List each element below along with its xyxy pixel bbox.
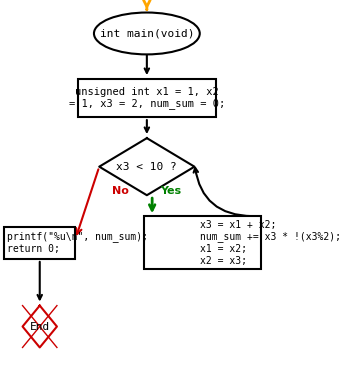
Polygon shape (23, 306, 57, 347)
FancyBboxPatch shape (78, 79, 215, 117)
FancyBboxPatch shape (144, 216, 261, 270)
Text: int main(void): int main(void) (100, 28, 194, 38)
FancyBboxPatch shape (4, 227, 76, 259)
Text: x3 < 10 ?: x3 < 10 ? (117, 162, 177, 172)
Text: End: End (30, 321, 50, 331)
Text: unsigned int x1 = 1, x2
= 1, x3 = 2, num_sum = 0;: unsigned int x1 = 1, x2 = 1, x3 = 2, num… (69, 87, 225, 109)
Text: No: No (112, 186, 129, 196)
Text: printf("%u\n", num_sum);
return 0;: printf("%u\n", num_sum); return 0; (7, 231, 148, 254)
Ellipse shape (94, 13, 200, 54)
Text: x3 = x1 + x2;
num_sum += x3 * !(x3%2);
x1 = x2;
x2 = x3;: x3 = x1 + x2; num_sum += x3 * !(x3%2); x… (200, 220, 341, 266)
Text: Yes: Yes (160, 186, 181, 196)
Polygon shape (99, 138, 195, 195)
